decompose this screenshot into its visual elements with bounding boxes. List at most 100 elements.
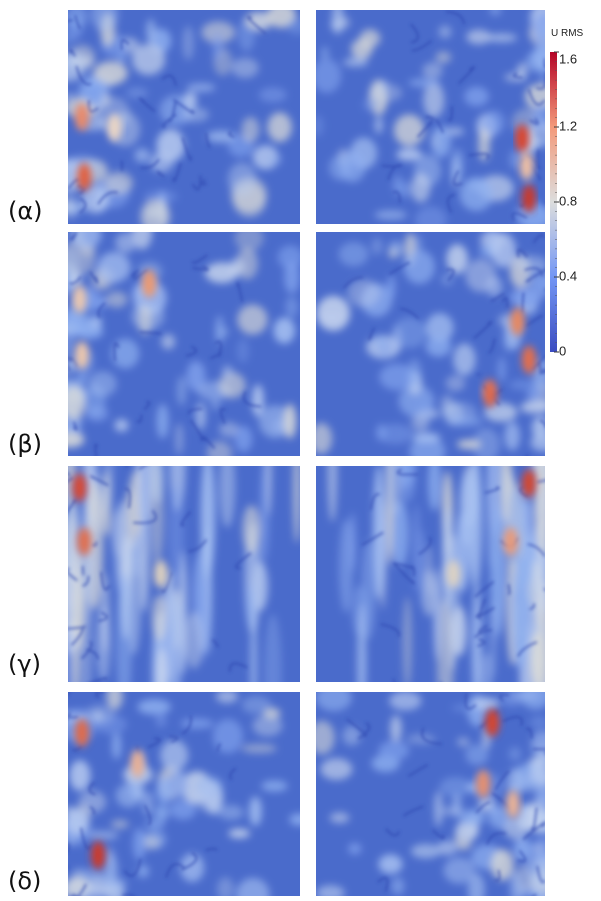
- field-streak: [82, 575, 90, 587]
- field-streak: [71, 745, 83, 752]
- field-blob: [293, 466, 300, 544]
- field-blob: [180, 853, 205, 883]
- field-streak: [167, 101, 177, 123]
- field-blob: [251, 384, 264, 417]
- field-blob: [68, 386, 86, 421]
- field-streaks: [68, 692, 237, 896]
- field-streak: [143, 804, 152, 826]
- field-blob: [68, 808, 90, 835]
- field-streak: [169, 735, 179, 743]
- flow-panel: [316, 10, 545, 224]
- field-blob: [408, 78, 441, 87]
- field-blob: [513, 837, 532, 862]
- hot-spots: [476, 708, 520, 819]
- field-blob: [141, 790, 154, 816]
- field-blobs: [327, 466, 545, 682]
- field-blob: [374, 210, 408, 220]
- hot-spot: [521, 469, 536, 498]
- field-blob: [533, 361, 545, 389]
- field-blob: [414, 234, 423, 253]
- field-blob: [160, 739, 189, 771]
- hot-spot: [503, 527, 518, 556]
- flow-panel: [68, 10, 300, 224]
- field-blobs: [316, 10, 545, 224]
- field-blob: [499, 692, 524, 707]
- field-streak: [89, 271, 99, 284]
- field-blob: [264, 614, 282, 682]
- field-blob: [111, 732, 122, 760]
- field-blob: [68, 272, 82, 286]
- field-blob: [277, 245, 300, 270]
- field-streak: [525, 269, 545, 283]
- field-streak: [97, 302, 106, 319]
- field-streak: [392, 678, 396, 682]
- field-streak: [189, 419, 207, 442]
- field-blob: [425, 335, 452, 357]
- field-streak: [191, 175, 202, 191]
- field-blob: [228, 258, 246, 275]
- field-streak: [536, 865, 545, 884]
- field-streak: [543, 58, 545, 68]
- field-blob: [529, 715, 545, 729]
- field-streak: [409, 23, 419, 44]
- field-blob: [459, 177, 494, 212]
- field-streak: [403, 805, 424, 817]
- field-blob: [527, 798, 545, 834]
- field-blob: [320, 46, 329, 61]
- field-streak: [507, 584, 511, 596]
- field-blob: [359, 29, 381, 48]
- field-streak: [181, 715, 192, 735]
- field-blob: [200, 466, 216, 579]
- panel-label: (β): [8, 430, 42, 458]
- field-blob: [201, 21, 236, 44]
- field-blob: [446, 244, 468, 274]
- field-streak: [211, 639, 220, 648]
- field-blob: [234, 425, 253, 453]
- field-blob: [287, 17, 300, 35]
- field-blob: [210, 398, 220, 410]
- field-streak: [499, 693, 510, 702]
- field-blob: [466, 29, 491, 45]
- field-blob: [442, 507, 454, 609]
- field-blob: [467, 873, 485, 896]
- field-blob: [533, 843, 545, 854]
- field-blob: [236, 877, 270, 896]
- field-blob: [509, 871, 524, 896]
- field-blob: [227, 162, 257, 196]
- field-streak: [531, 807, 538, 833]
- hot-spots: [483, 307, 536, 408]
- field-blob: [348, 842, 362, 855]
- colorbar-tick-label: 0.8: [559, 193, 577, 208]
- field-blob: [161, 333, 176, 350]
- field-streak: [411, 39, 433, 52]
- colorbar-tick-label: 0: [559, 343, 566, 358]
- field-blob: [141, 466, 148, 546]
- field-blobs: [68, 466, 300, 682]
- panel-label: (δ): [8, 867, 41, 895]
- field-streak: [392, 190, 401, 203]
- field-blob: [472, 697, 499, 711]
- field-streak: [219, 407, 227, 425]
- field-blob: [195, 780, 221, 813]
- field-blob: [89, 315, 102, 330]
- field-streak: [72, 421, 78, 431]
- field-blob: [68, 520, 78, 612]
- hot-spot: [77, 527, 92, 556]
- field-streak: [86, 648, 99, 660]
- field-streak: [457, 66, 476, 85]
- field-blob: [434, 791, 443, 827]
- field-streak: [392, 562, 416, 585]
- field-blob: [249, 796, 262, 827]
- field-blob: [343, 57, 369, 67]
- field-streak: [377, 876, 389, 892]
- field-streak: [424, 115, 435, 120]
- field-blob: [68, 328, 76, 357]
- field-blob: [252, 561, 269, 612]
- field-blob: [106, 291, 128, 308]
- field-blobs: [68, 232, 300, 456]
- field-blob: [509, 288, 542, 307]
- field-streak: [536, 149, 541, 170]
- hot-spots: [74, 103, 122, 191]
- field-blob: [448, 416, 484, 427]
- field-streak: [381, 164, 401, 168]
